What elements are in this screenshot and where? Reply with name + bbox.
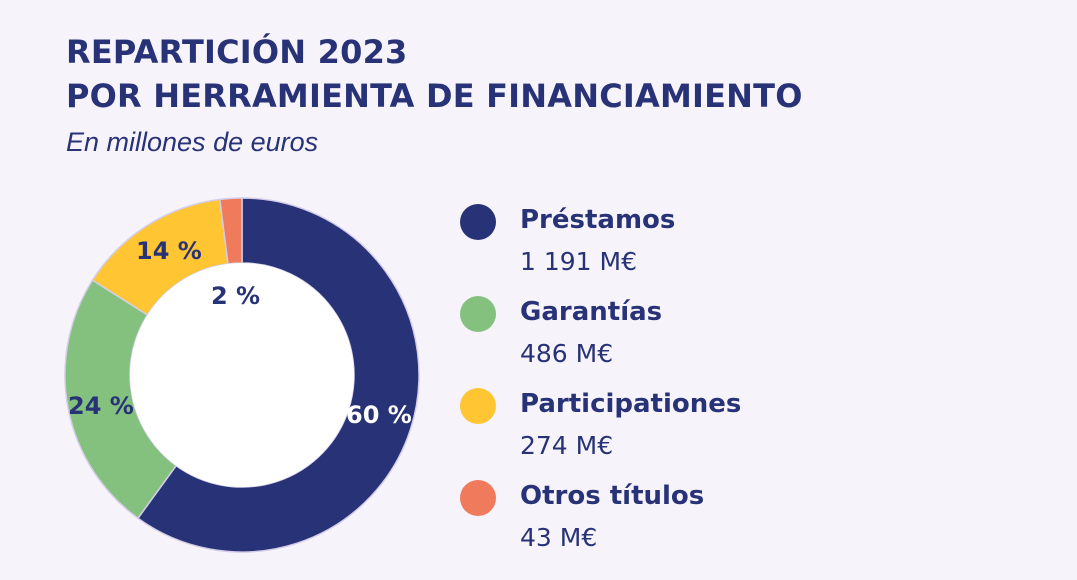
slice-label-prestamos: 60 % [346, 401, 412, 429]
legend-swatch-icon [460, 388, 496, 424]
legend-label: Garantías [520, 297, 663, 327]
chart-title-line-2: POR HERRAMIENTA DE FINANCIAMIENTO [66, 77, 803, 115]
legend-swatch-icon [460, 296, 496, 332]
chart-subtitle: En millones de euros [66, 127, 319, 157]
donut-hole [130, 263, 354, 487]
chart-legend: Préstamos 1 191 M€ Garantías 486 M€ Part… [460, 198, 741, 566]
legend-value: 274 M€ [520, 431, 614, 460]
slice-label-otros: 2 % [211, 282, 261, 310]
slice-label-participaciones: 14 % [136, 237, 202, 265]
legend-label: Otros títulos [520, 481, 705, 511]
donut-chart: 60 % 24 % 14 % 2 % [0, 0, 500, 580]
legend-value: 43 M€ [520, 523, 598, 552]
donut-svg [64, 197, 420, 553]
legend-item-participaciones: Participationes 274 M€ [460, 382, 741, 474]
legend-swatch-icon [460, 480, 496, 516]
legend-label: Participationes [520, 389, 742, 419]
chart-title-line-1: REPARTICIÓN 2023 [66, 33, 408, 71]
legend-label: Préstamos [520, 205, 676, 235]
slice-label-garantias: 24 % [68, 392, 134, 420]
legend-item-garantias: Garantías 486 M€ [460, 290, 741, 382]
legend-swatch-icon [460, 204, 496, 240]
legend-value: 486 M€ [520, 339, 614, 368]
legend-item-prestamos: Préstamos 1 191 M€ [460, 198, 741, 290]
chart-title: REPARTICIÓN 2023 POR HERRAMIENTA DE FINA… [66, 30, 803, 118]
legend-item-otros: Otros títulos 43 M€ [460, 474, 741, 566]
legend-value: 1 191 M€ [520, 247, 637, 276]
